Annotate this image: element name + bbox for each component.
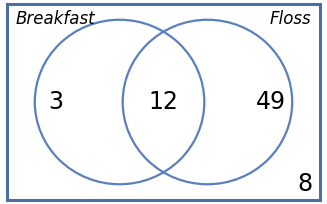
Text: Floss: Floss (269, 10, 311, 28)
Text: 8: 8 (297, 172, 312, 196)
Text: 49: 49 (256, 90, 286, 114)
Text: 3: 3 (48, 90, 63, 114)
Text: 12: 12 (148, 90, 179, 114)
Text: Breakfast: Breakfast (16, 10, 95, 28)
